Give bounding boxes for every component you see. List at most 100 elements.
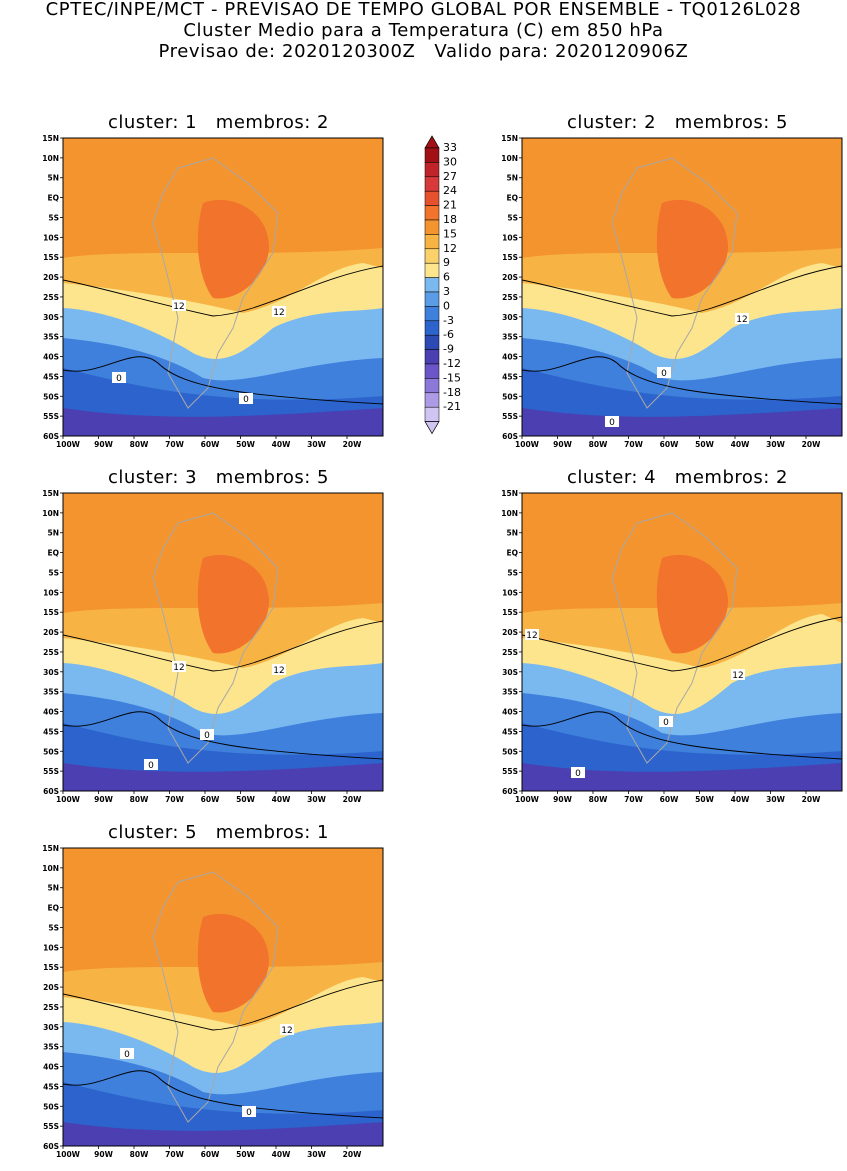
lon-tick-label: 70W	[165, 795, 184, 804]
colorbar-level-label: 18	[443, 213, 457, 226]
lon-tick-label: 100W	[56, 795, 81, 804]
lat-tick-label: 25S	[502, 648, 518, 657]
contour-12	[63, 265, 383, 317]
lon-tick-label: 50W	[236, 795, 255, 804]
lat-tick-label: 10N	[42, 864, 59, 873]
svg-text:0: 0	[148, 761, 154, 771]
temperature-map: 15N 10N 5N EQ 5S 10S 15S 20S 25S 30S 35S 40S 45S 50S 5…	[501, 134, 843, 449]
contour-label: 12	[735, 313, 749, 325]
colorbar-level-label: -12	[443, 357, 461, 370]
header-line-1: CPTEC/INPE/MCT - PREVISAO DE TEMPO GLOBA…	[45, 0, 802, 20]
lon-tick-label: 90W	[553, 440, 572, 449]
svg-text:12: 12	[526, 631, 537, 641]
colorbar-swatch	[424, 205, 440, 221]
colorbar-level-label: -18	[443, 386, 461, 399]
colorbar-bottom-arrow	[424, 421, 440, 435]
map-frame	[62, 847, 384, 1147]
colorbar-level-label: -6	[443, 328, 454, 341]
svg-text:12: 12	[173, 663, 184, 673]
map-frame	[521, 137, 843, 437]
panel-title: cluster: 1 membros: 2	[108, 112, 330, 133]
colorbar-level-label: 15	[443, 227, 457, 240]
lat-tick-label: 60S	[43, 1142, 59, 1151]
lon-tick-label: 30W	[307, 1150, 326, 1159]
contour-12	[63, 620, 383, 672]
lat-tick-label: 10S	[43, 588, 59, 597]
colorbar-swatch	[424, 320, 440, 336]
contour-0	[63, 356, 383, 405]
lon-tick-label: 30W	[307, 440, 326, 449]
svg-text:0: 0	[243, 395, 249, 405]
contour-0	[522, 356, 842, 405]
colorbar-swatch	[424, 248, 440, 264]
lat-tick-label: 5S	[48, 923, 59, 932]
lat-tick-label: 15S	[43, 608, 59, 617]
lat-tick-label: 15S	[502, 608, 518, 617]
lat-tick-label: 45S	[43, 1082, 59, 1091]
lon-tick-label: 100W	[56, 1150, 81, 1159]
lat-tick-label: 50S	[43, 747, 59, 756]
lat-tick-label: 40S	[43, 708, 59, 717]
field-violet	[522, 408, 842, 436]
land-outline	[152, 157, 279, 409]
lat-tick-label: 10S	[502, 588, 518, 597]
lat-tick-label: 15S	[43, 963, 59, 972]
contour-12	[522, 616, 842, 672]
lat-tick-label: 10N	[42, 509, 59, 518]
colorbar-level-label: 21	[443, 199, 457, 212]
lon-tick-label: 90W	[94, 440, 113, 449]
colorbar-level-label: 27	[443, 170, 457, 183]
lon-tick-label: 50W	[695, 440, 714, 449]
colorbar-level-label: -9	[443, 343, 454, 356]
field-violet	[63, 408, 383, 436]
colorbar-level-label: 0	[443, 299, 450, 312]
temperature-map: 15N 10N 5N EQ 5S 10S 15S 20S 25S 30S 35S 40S 45S 50S 5…	[42, 844, 384, 1159]
svg-text:0: 0	[609, 418, 615, 428]
contour-0	[522, 711, 842, 760]
lat-tick-label: 10S	[43, 943, 59, 952]
temperature-map: 15N 10N 5N EQ 5S 10S 15S 20S 25S 30S 35S 40S 45S 50S 5…	[501, 489, 843, 804]
lat-tick-label: 5S	[48, 568, 59, 577]
svg-text:0: 0	[575, 769, 581, 779]
lat-tick-label: 50S	[43, 392, 59, 401]
lat-tick-label: 20S	[502, 628, 518, 637]
lat-tick-label: 60S	[502, 432, 518, 441]
temperature-map: 15N 10N 5N EQ 5S 10S 15S 20S 25S 30S 35S 40S 45S 50S 5…	[42, 134, 384, 449]
svg-text:0: 0	[661, 369, 667, 379]
lon-tick-label: 80W	[130, 1150, 149, 1159]
colorbar-level-label: 30	[443, 155, 457, 168]
lat-tick-label: 5S	[507, 568, 518, 577]
lat-tick-label: 60S	[43, 432, 59, 441]
header-line-2: Cluster Medio para a Temperatura (C) em …	[183, 20, 664, 41]
panel-title: cluster: 2 membros: 5	[567, 112, 789, 133]
lat-tick-label: 40S	[502, 353, 518, 362]
field-violet	[522, 763, 842, 791]
colorbar-level-label: 12	[443, 242, 457, 255]
field-hot-core	[656, 554, 728, 654]
contour-label: 0	[200, 729, 214, 741]
lon-tick-label: 70W	[165, 1150, 184, 1159]
contour-label: 0	[657, 367, 671, 379]
contour-label: 0	[605, 416, 619, 428]
colorbar-level-label: 9	[443, 256, 450, 269]
contour-12	[63, 979, 383, 1031]
lat-tick-label: 30S	[43, 1023, 59, 1032]
lat-tick-label: 25S	[43, 1003, 59, 1012]
lat-tick-label: 50S	[43, 1102, 59, 1111]
lat-tick-label: 55S	[43, 767, 59, 776]
colorbar-swatch	[424, 219, 440, 235]
colorbar-swatch	[424, 406, 440, 422]
colorbar-top-arrow	[424, 135, 440, 149]
lat-tick-label: EQ	[48, 549, 60, 558]
lon-tick-label: 70W	[624, 795, 643, 804]
svg-text:0: 0	[246, 1108, 252, 1118]
colorbar-swatch	[424, 190, 440, 206]
lat-tick-label: 5N	[507, 529, 519, 538]
contour-label: 0	[659, 716, 673, 728]
svg-text:0: 0	[204, 731, 210, 741]
svg-text:12: 12	[736, 315, 747, 325]
lat-tick-label: 10N	[42, 154, 59, 163]
colorbar-level-label: 33	[443, 141, 457, 154]
lat-tick-label: 15N	[42, 134, 59, 143]
colorbar-swatch	[424, 392, 440, 408]
